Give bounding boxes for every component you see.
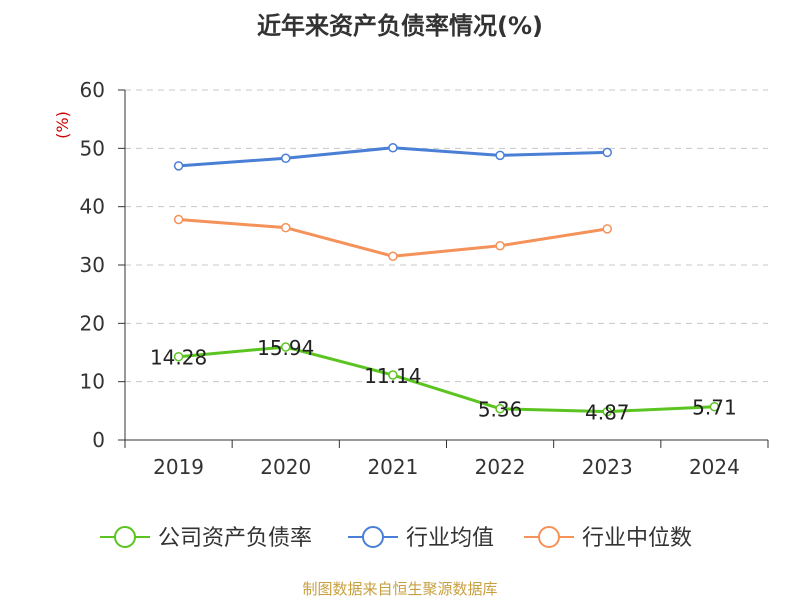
y-tick-label: 50 [80,136,105,160]
x-tick-label: 2019 [153,455,204,479]
y-tick-label: 40 [80,195,105,219]
data-point [173,161,184,171]
x-tick-label: 2020 [260,455,311,479]
data-label: 15.94 [257,336,314,360]
data-point [602,406,612,417]
x-tick-label: 2024 [689,455,740,479]
legend-marker [114,526,136,548]
data-point [388,251,398,261]
x-tick-label: 2022 [475,455,526,479]
data-label: 5.36 [478,398,523,422]
data-point [495,150,505,161]
data-point [602,224,612,234]
x-tick-label: 2023 [582,455,633,479]
y-tick-label: 0 [92,428,105,452]
data-point [173,214,184,225]
y-tick-label: 60 [80,78,105,102]
data-label: 4.87 [585,401,630,425]
data-label: 14.28 [150,346,207,370]
data-point [173,351,184,362]
legend-label: 行业中位数 [582,526,692,551]
y-tick-label: 30 [80,253,105,277]
series-line [178,218,608,258]
legend-marker [362,526,384,548]
data-point [281,342,291,352]
source-note: 制图数据来自恒生聚源数据库 [302,580,498,598]
y-tick-label: 10 [80,370,105,394]
data-point [281,222,291,233]
y-tick-label: 20 [80,311,105,335]
legend-marker [538,526,560,548]
legend-label: 公司资产负债率 [158,526,312,551]
grid-lines [125,89,768,383]
data-label: 5.71 [692,396,737,420]
data-point [388,370,398,380]
data-point [495,241,505,251]
series-line [178,345,715,414]
legend: 公司资产负债率 行业均值 行业中位数 [100,526,692,551]
legend-label: 行业均值 [406,526,494,551]
data-point [495,403,505,414]
series-lines [173,143,720,417]
x-tick-label: 2021 [367,455,418,479]
data-labels: 14.28 15.94 11.14 5.36 4.87 5.71 [150,336,737,425]
data-point [388,143,398,153]
data-label: 11.14 [364,364,421,388]
data-point [709,401,720,412]
chart-title: 近年来资产负债率情况(%) [257,12,543,40]
data-point [602,147,612,158]
axes: 0 10 20 30 40 50 60 2019 2020 2021 2022 2023 2024 (%) [53,78,769,479]
data-point [281,153,291,163]
y-axis-label: (%) [53,111,72,139]
